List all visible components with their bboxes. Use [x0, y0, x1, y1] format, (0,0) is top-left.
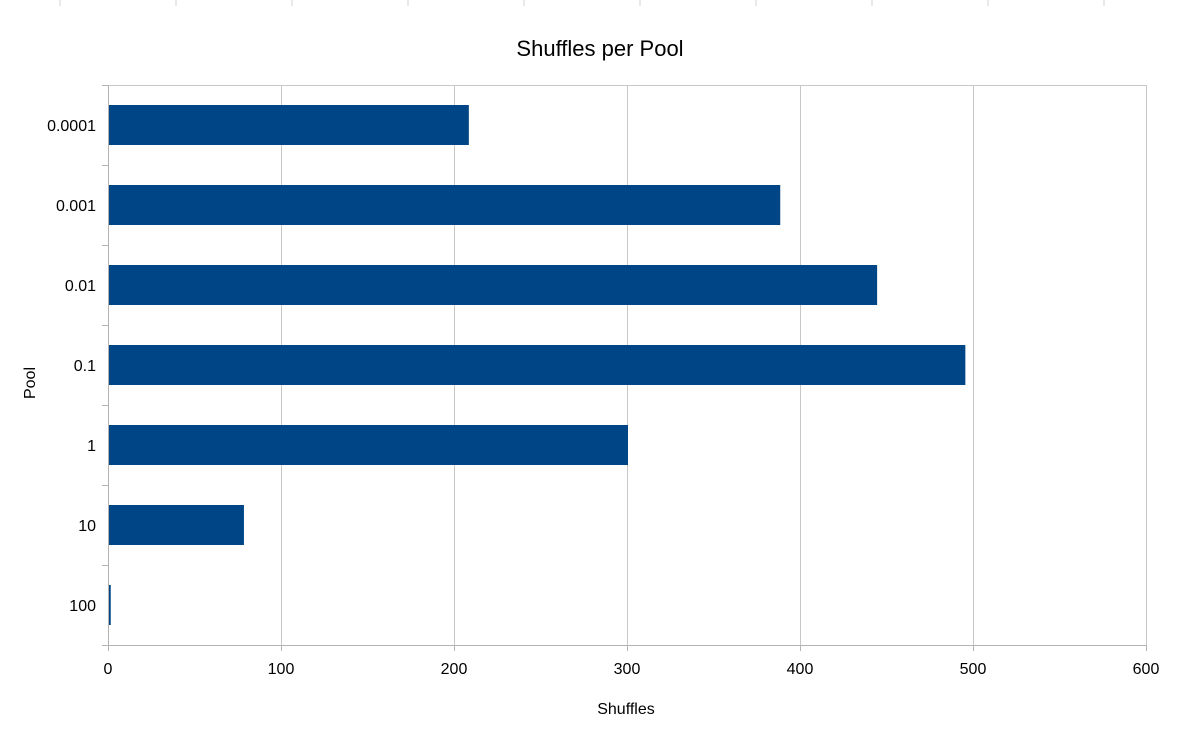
y-category-label: 0.001	[56, 198, 96, 215]
x-tick-label: 100	[268, 661, 295, 678]
y-category-label: 0.01	[65, 278, 96, 295]
x-tick-label: 300	[614, 661, 641, 678]
bar	[109, 505, 244, 545]
x-tick-label: 600	[1133, 661, 1160, 678]
x-tick-label: 500	[960, 661, 987, 678]
x-tick-label: 400	[787, 661, 814, 678]
bar	[109, 105, 469, 145]
y-category-label: 100	[69, 598, 96, 615]
y-category-label: 0.1	[74, 358, 96, 375]
y-axis-label: Pool	[22, 367, 39, 399]
bar	[109, 425, 628, 465]
y-category-labels: 0.0001 0.001 0.01 0.1 1 10 100	[47, 118, 96, 615]
bar	[109, 185, 781, 225]
x-tick-label: 0	[104, 661, 113, 678]
y-category-label: 1	[87, 438, 96, 455]
x-axis-label: Shuffles	[597, 701, 655, 718]
x-tick-labels: 0 100 200 300 400 500 600	[104, 661, 1160, 678]
top-tick-marks	[59, 0, 1105, 6]
axes	[102, 85, 1147, 651]
bars	[109, 105, 966, 625]
bar	[109, 345, 966, 385]
bar	[109, 585, 111, 625]
y-category-label: 0.0001	[47, 118, 96, 135]
x-tick-label: 200	[441, 661, 468, 678]
bar	[109, 265, 878, 305]
y-category-label: 10	[78, 518, 96, 535]
chart-title: Shuffles per Pool	[516, 36, 683, 61]
